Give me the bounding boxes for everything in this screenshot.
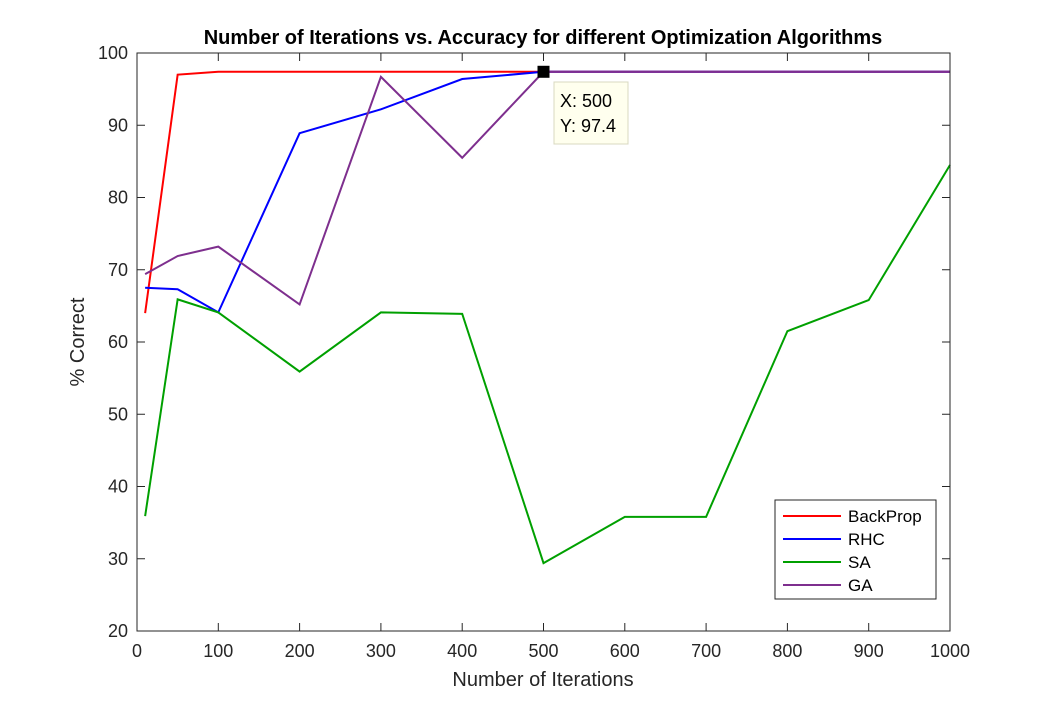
- legend-label-sa: SA: [848, 553, 871, 572]
- x-tick-label: 200: [285, 641, 315, 661]
- x-tick-label: 100: [203, 641, 233, 661]
- x-axis-label: Number of Iterations: [452, 669, 633, 691]
- y-tick-label: 30: [108, 549, 128, 569]
- y-tick-label: 80: [108, 188, 128, 208]
- y-tick-label: 100: [98, 43, 128, 63]
- datatip-y-text: Y: 97.4: [560, 116, 616, 136]
- series-layer: [144, 70, 951, 565]
- y-tick-label: 60: [108, 332, 128, 352]
- x-tick-label: 0: [132, 641, 142, 661]
- legend-label-ga: GA: [848, 576, 873, 595]
- x-tick-label: 700: [691, 641, 721, 661]
- x-tick-label: 500: [528, 641, 558, 661]
- datatip-box: [553, 81, 629, 145]
- x-tick-label: 300: [366, 641, 396, 661]
- chart-title: Number of Iterations vs. Accuracy for di…: [204, 27, 883, 49]
- x-tick-label: 1000: [930, 641, 970, 661]
- datatip[interactable]: X: 500 Y: 97.4: [537, 65, 629, 145]
- y-tick-label: 50: [108, 404, 128, 424]
- x-tick-label: 800: [772, 641, 802, 661]
- legend: BackProp RHC SA GA: [774, 499, 937, 600]
- y-tick-label: 40: [108, 477, 128, 497]
- ticks-layer: 0 100 200 300 400 500 600 700 800 900 1000 20 30 40 50…: [98, 43, 970, 661]
- series-line-ga: [144, 70, 950, 307]
- legend-label-rhc: RHC: [848, 530, 885, 549]
- series-line-sa: [144, 164, 951, 565]
- y-tick-label: 90: [108, 115, 128, 135]
- datatip-x-text: X: 500: [560, 91, 612, 111]
- y-tick-label: 20: [108, 621, 128, 641]
- legend-label-backprop: BackProp: [848, 507, 922, 526]
- y-tick-label: 70: [108, 260, 128, 280]
- y-axis-label: % Correct: [67, 297, 89, 386]
- x-tick-label: 400: [447, 641, 477, 661]
- x-tick-label: 600: [610, 641, 640, 661]
- legend-items: BackProp RHC SA GA: [783, 507, 922, 595]
- x-tick-label: 900: [854, 641, 884, 661]
- datatip-marker[interactable]: [537, 65, 550, 78]
